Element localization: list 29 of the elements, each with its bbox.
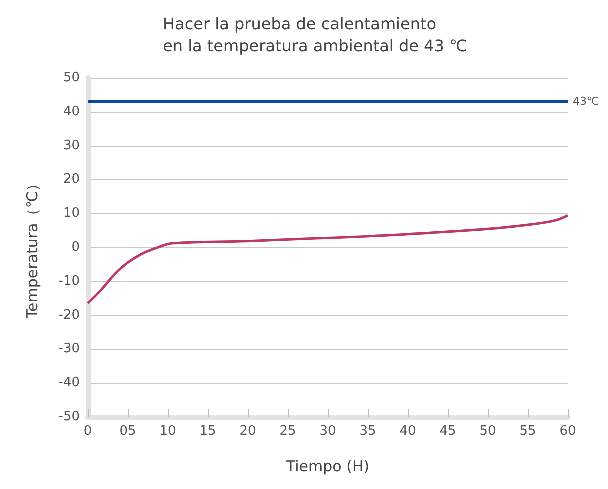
x-tick-label: 45 xyxy=(440,424,456,439)
x-tick-label: 40 xyxy=(400,424,416,439)
y-tick-label: 40 xyxy=(63,104,80,120)
x-tick-label: 20 xyxy=(240,424,256,439)
y-tick-label: 20 xyxy=(63,172,80,188)
y-tick-label: 0 xyxy=(72,240,80,255)
x-axis-title: Tiempo (H) xyxy=(285,458,370,476)
y-tick-label: -30 xyxy=(58,342,80,357)
y-tick-label: 10 xyxy=(63,206,80,222)
x-tick-label: 10 xyxy=(160,424,176,439)
x-tick-label: 30 xyxy=(320,424,336,439)
x-tick-label: 35 xyxy=(360,424,376,439)
y-tick-label: -20 xyxy=(58,308,80,323)
y-axis-title: Temperatura（℃） xyxy=(24,176,42,320)
x-tick-label: 50 xyxy=(480,424,496,439)
y-tick-label: -40 xyxy=(58,376,80,391)
x-tick-label: 05 xyxy=(120,424,136,439)
ref-line-label: 43℃ xyxy=(573,95,600,108)
y-tick-label: -10 xyxy=(58,274,80,289)
x-tick-label: 25 xyxy=(280,424,296,439)
x-tick-label: 0 xyxy=(84,424,92,439)
line-series xyxy=(86,214,570,305)
x-tick-label: 60 xyxy=(560,424,576,439)
y-tick-label: 30 xyxy=(63,138,80,154)
x-tick-label: 55 xyxy=(520,424,536,439)
y-tick-label: -50 xyxy=(58,410,80,424)
y-tick-label: 50 xyxy=(63,70,80,86)
x-tick-label: 15 xyxy=(200,424,216,439)
chart-title: Hacer la prueba de calentamiento en la temperatura ambiental de 43 ℃ xyxy=(163,14,468,56)
